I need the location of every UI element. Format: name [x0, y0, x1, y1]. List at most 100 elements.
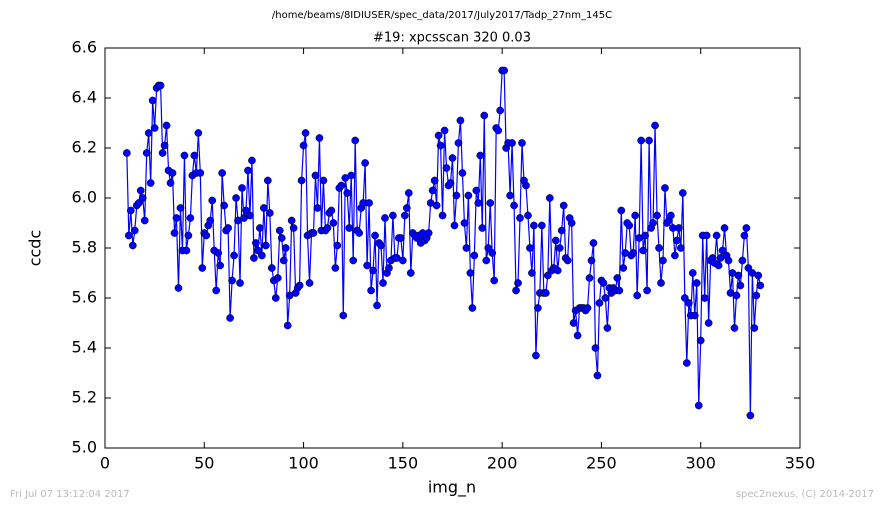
data-point: [494, 126, 503, 135]
data-point: [512, 286, 520, 295]
data-point: [671, 251, 679, 260]
data-point: [345, 224, 354, 232]
data-point: [295, 281, 304, 290]
data-point: [273, 274, 282, 282]
data-point: [186, 214, 195, 222]
data-point: [724, 256, 733, 265]
data-point: [136, 186, 145, 195]
data-point: [339, 311, 348, 320]
data-point: [363, 261, 371, 270]
data-point: [126, 206, 135, 215]
data-point: [319, 176, 328, 185]
data-point: [740, 231, 749, 240]
path-title: /home/beams/8IDIUSER/spec_data/2017/July…: [272, 10, 612, 21]
data-point: [297, 176, 306, 185]
data-point: [430, 176, 439, 185]
data-point: [402, 204, 411, 212]
data-point: [309, 229, 318, 237]
data-point: [454, 139, 463, 147]
data-point: [208, 196, 217, 205]
data-point: [526, 244, 534, 252]
data-point: [144, 129, 153, 137]
data-point: [315, 134, 324, 142]
data-point: [122, 149, 131, 157]
data-point: [226, 314, 234, 322]
data-point: [238, 184, 246, 192]
data-point: [508, 139, 516, 147]
data-point: [184, 231, 193, 240]
data-point: [625, 221, 634, 230]
data-point: [172, 214, 181, 222]
x-tick-label: 200: [487, 454, 518, 473]
data-point: [271, 294, 280, 302]
data-point: [645, 136, 653, 145]
data-point: [655, 244, 663, 252]
data-point: [400, 211, 409, 220]
data-point: [500, 66, 508, 75]
data-point: [746, 411, 755, 420]
y-tick-label: 5.2: [72, 388, 97, 407]
y-tick-label: 5.4: [72, 338, 97, 357]
data-point: [702, 231, 711, 240]
data-point: [166, 179, 175, 187]
y-tick-label: 6.4: [72, 88, 97, 107]
data-point: [569, 319, 578, 327]
data-point: [434, 131, 443, 140]
data-point: [551, 236, 560, 245]
data-point: [246, 211, 254, 220]
data-point: [254, 246, 262, 255]
data-point: [684, 299, 693, 307]
data-point: [591, 344, 600, 352]
data-point: [541, 289, 550, 297]
data-point: [583, 304, 592, 312]
data-point: [305, 279, 314, 287]
data-point: [738, 256, 747, 265]
data-point: [673, 236, 681, 245]
data-point: [244, 166, 252, 175]
data-point: [242, 206, 250, 215]
data-point: [281, 244, 290, 252]
x-axis-label: img_n: [428, 478, 476, 498]
data-point: [456, 116, 465, 125]
data-point: [450, 221, 459, 230]
data-point: [299, 141, 308, 150]
data-point: [289, 224, 298, 232]
y-tick-label: 6.0: [72, 188, 97, 207]
data-point: [442, 164, 451, 172]
data-point: [752, 291, 761, 300]
data-point: [601, 294, 610, 302]
data-point: [667, 211, 675, 220]
y-tick-label: 5.8: [72, 238, 97, 257]
data-point: [538, 221, 546, 230]
data-point: [140, 216, 149, 225]
data-point: [599, 279, 608, 287]
data-point: [365, 199, 373, 207]
data-point: [279, 256, 288, 265]
data-point: [534, 304, 542, 312]
data-point: [734, 271, 743, 280]
data-point: [680, 294, 689, 302]
data-point: [524, 211, 532, 220]
footer-left: Fri Jul 07 13:12:04 2017: [10, 489, 130, 500]
data-point: [756, 281, 765, 290]
data-point: [260, 204, 268, 212]
x-tick-label: 250: [586, 454, 617, 473]
data-point: [690, 311, 699, 320]
data-point: [424, 229, 433, 237]
y-tick-label: 5.6: [72, 288, 97, 307]
data-point: [377, 241, 385, 250]
data-point: [438, 211, 447, 220]
data-point: [516, 214, 524, 222]
data-point: [675, 224, 683, 232]
data-point: [230, 251, 238, 260]
x-tick-label: 0: [100, 454, 110, 473]
data-point: [343, 189, 352, 197]
data-point: [301, 129, 310, 137]
data-point: [720, 224, 729, 232]
data-point: [130, 226, 139, 235]
data-point: [696, 336, 705, 345]
data-point: [367, 286, 375, 295]
data-point: [371, 231, 379, 240]
data-point: [688, 269, 697, 277]
